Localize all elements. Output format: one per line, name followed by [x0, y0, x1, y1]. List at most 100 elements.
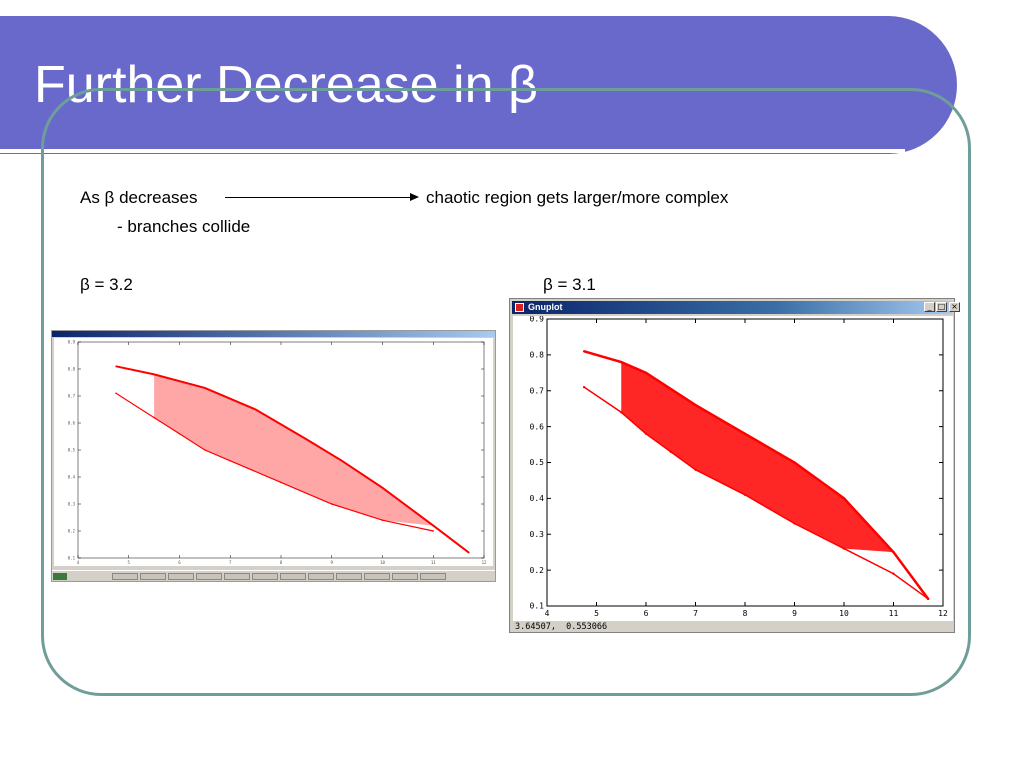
small-window-titlebar	[52, 331, 495, 337]
data-point	[330, 503, 333, 505]
taskbar-item[interactable]	[224, 573, 250, 580]
start-button[interactable]	[53, 573, 67, 580]
data-point	[644, 432, 648, 435]
taskbar-item[interactable]	[420, 573, 446, 580]
x-tick-label: 9	[792, 609, 797, 618]
x-tick-label: 5	[594, 609, 599, 618]
x-tick-label: 12	[482, 560, 487, 565]
decrease-text: As β decreases	[80, 188, 198, 207]
data-point	[620, 360, 623, 364]
minimize-button[interactable]: _	[924, 302, 935, 312]
data-point	[743, 432, 747, 435]
maximize-button[interactable]: □	[936, 302, 947, 312]
beta-3-2-plot-area: 4 5 6 7 8 9 10 11 12 0.1 0.2 0.3 0.4 0.5 0.6 0.7 0.8 0.9	[54, 338, 493, 566]
y-tick-label: 0.2	[68, 528, 76, 533]
beta-3-2-screenshot: 4 5 6 7 8 9 10 11 12 0.1 0.2 0.3 0.4 0.5 0.6 0.7 0.8 0.9	[51, 330, 496, 582]
y-tick-label: 0.4	[68, 474, 76, 479]
x-tick-label: 8	[280, 560, 283, 565]
data-point	[153, 416, 155, 419]
taskbar-item[interactable]	[168, 573, 194, 580]
x-tick-label: 6	[644, 609, 649, 618]
x-tick-label: 12	[938, 609, 948, 618]
beta-3-1-label: β = 3.1	[543, 275, 596, 294]
taskbar-item[interactable]	[308, 573, 334, 580]
data-point	[892, 572, 895, 575]
beta-3-2-chart: 4 5 6 7 8 9 10 11 12 0.1 0.2 0.3 0.4 0.5 0.6 0.7 0.8 0.9	[68, 339, 487, 565]
data-point	[620, 411, 623, 414]
taskbar-item[interactable]	[336, 573, 362, 580]
y-tick-label: 0.9	[68, 339, 76, 344]
chaotic-region-text: chaotic region gets larger/more complex	[426, 188, 729, 207]
gnuplot-plot-area: 4 5 6 7 8 9 10 11 12 0.1 0.2 0.3 0.4 0.5 0.6 0.7 0.8 0.9	[513, 315, 953, 621]
data-point	[115, 365, 117, 368]
data-point	[280, 481, 282, 484]
data-point	[204, 387, 206, 389]
taskbar-item[interactable]	[252, 573, 278, 580]
gnuplot-window-title: Gnuplot	[528, 302, 563, 312]
x-tick-label: 5	[128, 560, 131, 565]
y-tick-label: 0.3	[530, 530, 545, 539]
data-point	[842, 497, 846, 500]
y-tick-label: 0.3	[68, 501, 76, 506]
title-banner: Further Decrease in β	[0, 16, 957, 154]
data-point	[467, 551, 470, 554]
chaotic-region	[621, 362, 894, 553]
y-tick-label: 0.6	[68, 420, 76, 425]
y-tick-label: 0.9	[530, 316, 545, 324]
data-point	[669, 450, 672, 453]
y-tick-label: 0.8	[530, 351, 545, 360]
cursor-coordinate-readout: 3.64507, 0.553066	[515, 622, 608, 632]
y-tick-label: 0.5	[68, 447, 76, 452]
y-tick-label: 0.2	[530, 566, 545, 575]
content-frame	[41, 88, 971, 696]
data-point	[229, 460, 232, 462]
y-tick-label: 0.1	[68, 555, 76, 560]
data-point	[178, 433, 181, 435]
taskbar-item[interactable]	[140, 573, 166, 580]
x-tick-label: 11	[431, 560, 436, 565]
x-tick-label: 10	[839, 609, 849, 618]
x-tick-label: 10	[380, 560, 385, 565]
beta-3-2-label: β = 3.2	[80, 275, 133, 294]
x-tick-label: 6	[178, 560, 181, 565]
taskbar-item[interactable]	[392, 573, 418, 580]
data-point	[582, 385, 586, 389]
data-point	[432, 530, 435, 532]
chaotic-region	[154, 374, 434, 526]
gnuplot-titlebar[interactable]: Gnuplot _ □ ×	[512, 301, 960, 314]
gnuplot-window: Gnuplot _ □ × 4 5 6 7 8 9 10 11 12 0.1 0.2 0.3 0.4 0.…	[509, 298, 960, 633]
x-tick-label: 9	[331, 560, 334, 565]
title-underline	[0, 149, 905, 153]
beta-3-1-chart: 4 5 6 7 8 9 10 11 12 0.1 0.2 0.3 0.4 0.5 0.6 0.7 0.8 0.9	[530, 315, 948, 618]
gnuplot-icon[interactable]	[515, 303, 524, 312]
y-tick-label: 0.4	[530, 494, 545, 503]
x-tick-label: 4	[77, 560, 80, 565]
taskbar-item[interactable]	[196, 573, 222, 580]
data-point	[793, 522, 796, 525]
y-tick-label: 0.7	[68, 393, 76, 398]
data-point	[644, 371, 648, 375]
data-point	[305, 438, 308, 440]
taskbar-items	[112, 573, 446, 580]
close-button[interactable]: ×	[949, 302, 960, 312]
taskbar-item[interactable]	[280, 573, 306, 580]
data-point	[892, 550, 895, 554]
data-point	[793, 461, 796, 464]
data-point	[432, 524, 435, 527]
taskbar-item[interactable]	[112, 573, 138, 580]
x-tick-label: 8	[743, 609, 748, 618]
data-point	[694, 468, 697, 471]
y-tick-label: 0.5	[530, 458, 545, 467]
data-point	[115, 392, 117, 395]
x-tick-label: 4	[545, 609, 550, 618]
y-tick-label: 0.8	[68, 366, 76, 371]
data-point	[842, 547, 846, 550]
y-tick-label: 0.6	[530, 422, 545, 431]
branches-collide-text: - branches collide	[117, 217, 251, 236]
data-point	[743, 493, 747, 496]
data-point	[254, 408, 257, 411]
x-tick-label: 7	[693, 609, 698, 618]
lower-branch-line	[583, 386, 929, 600]
data-point	[204, 449, 206, 451]
taskbar-item[interactable]	[364, 573, 390, 580]
